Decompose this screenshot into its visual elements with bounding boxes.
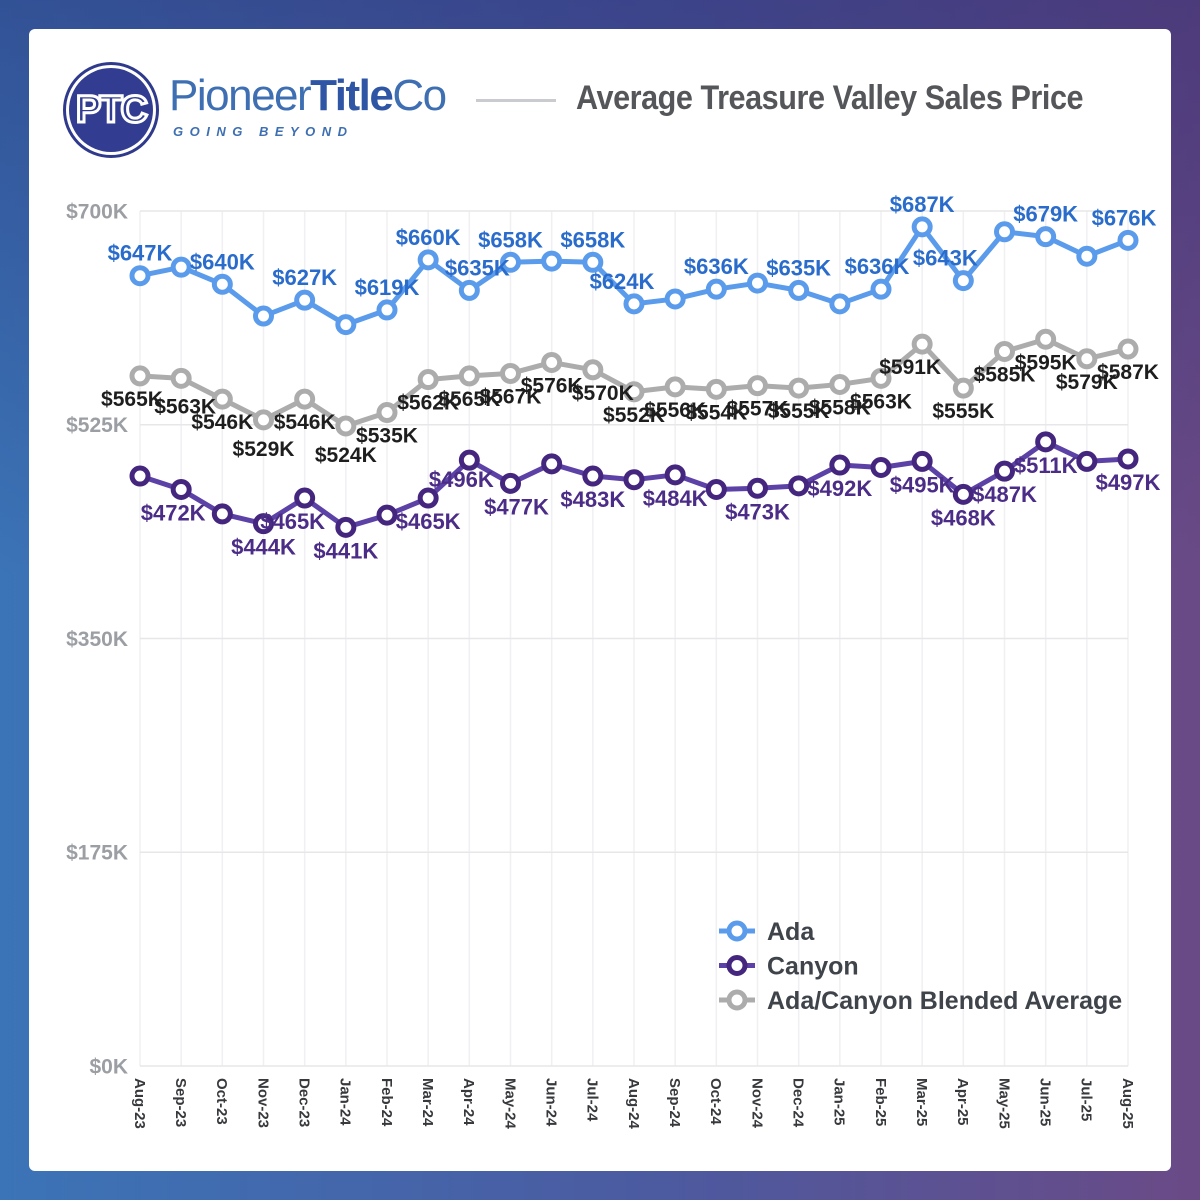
header-divider [476,99,556,102]
brand-block: PioneerTitleCo GOING BEYOND [169,71,447,140]
brand-name: PioneerTitleCo [169,71,447,120]
ptc-logo-disc: PTC [69,68,153,152]
ptc-logo-monogram: PTC [75,87,150,132]
ptc-logo: PTC [63,62,159,158]
header: PTC PioneerTitleCo GOING BEYOND Average … [29,29,1171,179]
chart-card: PTC PioneerTitleCo GOING BEYOND Average … [29,29,1171,1171]
brand-part-pioneer: Pioneer [169,71,312,120]
brand-part-co: Co [392,71,447,120]
brand-tagline: GOING BEYOND [173,124,354,139]
page-title: Average Treasure Valley Sales Price [576,79,1084,117]
brand-part-title: Title [310,71,394,120]
